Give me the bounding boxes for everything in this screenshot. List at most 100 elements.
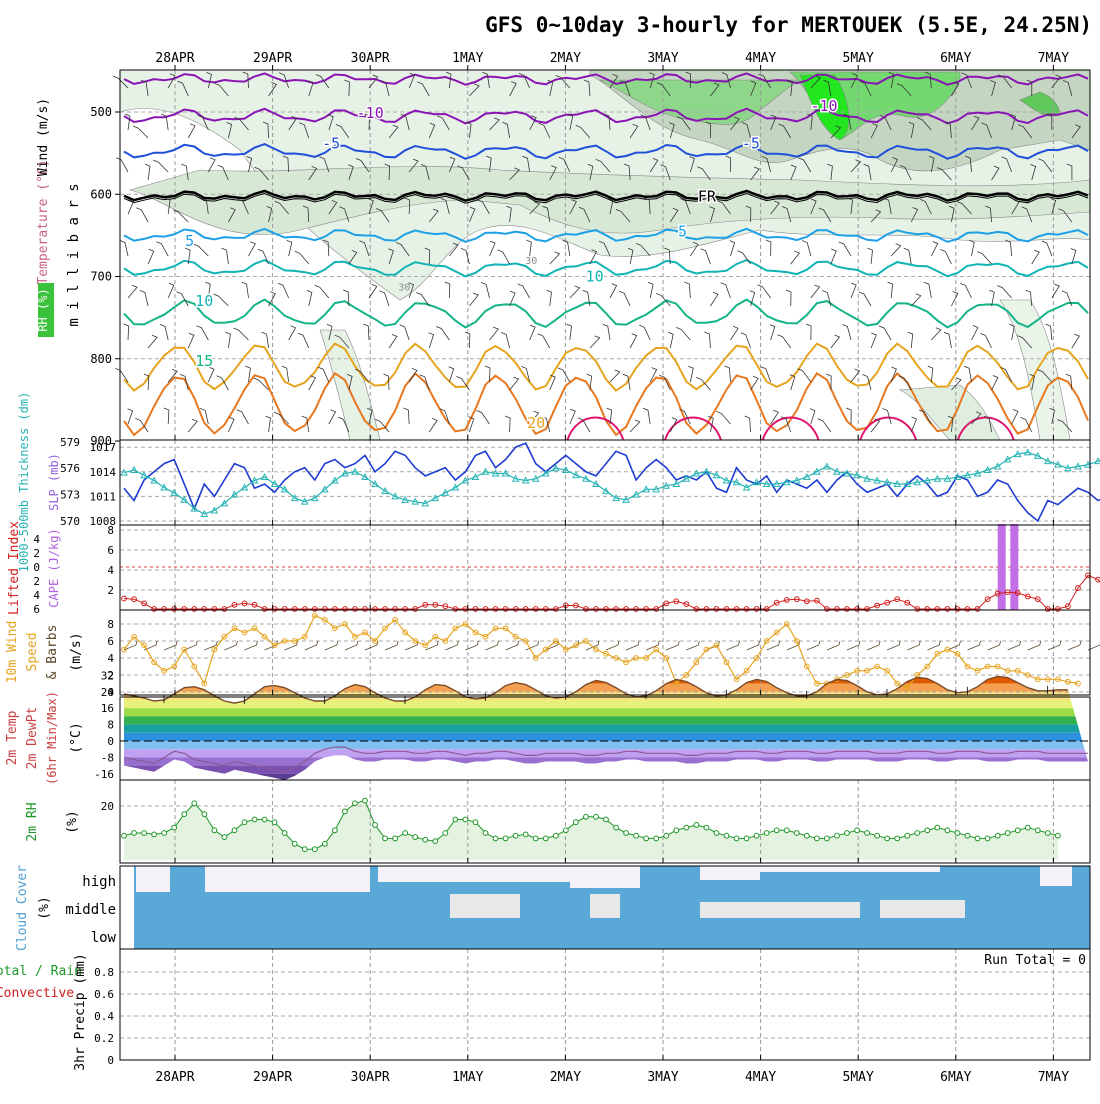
precip-legend-convective: Convective — [0, 986, 74, 1001]
wind-barb — [167, 282, 175, 299]
wind-barb — [179, 374, 189, 391]
wind-barb — [482, 71, 490, 89]
cloud-axis-label-1: Cloud Cover — [15, 865, 30, 951]
rh-line-point — [974, 835, 981, 842]
thickness-line-point — [501, 469, 510, 477]
thickness-line-point — [823, 462, 831, 470]
thickness-line-point — [993, 462, 1002, 470]
wind-speed-line-point — [231, 625, 238, 632]
lifted-index-tick-label: 0 — [33, 561, 40, 574]
wind-speed-line-point — [1024, 672, 1031, 678]
thickness-line-point — [391, 492, 399, 500]
wind-barb — [807, 113, 813, 131]
wind-barb — [477, 199, 490, 215]
wind-speed-line-point — [482, 633, 489, 640]
rh-line-point — [773, 827, 780, 834]
wind-speed-line-point — [904, 684, 911, 691]
lifted-index-line-point — [623, 606, 629, 612]
rh-line-point — [834, 832, 840, 839]
wind-barb — [991, 375, 999, 391]
wind-barb — [234, 116, 249, 131]
cape-tick-label: 8 — [107, 524, 114, 537]
wind-speed-line-point — [542, 646, 549, 653]
rh-line-point — [402, 830, 409, 836]
thickness-line-point — [401, 495, 410, 503]
wind-barb — [1025, 289, 1033, 307]
rh-line-point — [121, 832, 127, 839]
wind-speed-line-point — [683, 672, 690, 678]
wind-barb — [420, 164, 430, 181]
wind-barb — [890, 243, 902, 257]
thickness-line-point — [722, 476, 731, 484]
rh-line-point — [432, 838, 439, 844]
lifted-index-line-point — [733, 606, 740, 612]
pressure-unit-label: m i l l i b a r s — [66, 183, 82, 326]
thickness-line-point — [371, 479, 379, 488]
wind-speed-line-point — [412, 638, 419, 644]
wind-barb — [177, 80, 189, 97]
wind-barb — [1045, 323, 1053, 341]
wind-barb — [780, 416, 792, 433]
lifted-index-line-point — [542, 606, 549, 612]
surface-wind-barb — [605, 640, 620, 651]
thickness-line-point — [652, 485, 661, 493]
rh-line-point — [753, 832, 760, 839]
cloud-layer-label: low — [91, 930, 117, 946]
lifted-index-line-point — [311, 606, 318, 612]
wind-barb — [133, 125, 149, 139]
rh-line-point — [442, 830, 449, 836]
wind-barb — [928, 155, 935, 173]
wind-barb — [237, 198, 249, 215]
wind-barb — [805, 323, 812, 341]
lifted-index-line-point — [703, 606, 710, 612]
wind-barb — [127, 198, 135, 215]
wind-barb — [1010, 114, 1016, 131]
wind-barb — [669, 417, 678, 433]
wind-barb — [927, 365, 934, 383]
thickness-line-point — [1064, 464, 1072, 472]
lifted-index-line-point — [392, 606, 399, 612]
wind-barb — [709, 206, 715, 223]
wind-speed-line-point — [211, 646, 218, 653]
surface-wind-barb — [746, 640, 760, 651]
wind-barb — [226, 122, 233, 139]
cloud-gap — [378, 866, 570, 882]
wind-barb — [1021, 206, 1033, 223]
wind-barb — [486, 155, 492, 173]
precip-panel — [119, 948, 1091, 1061]
temperature-line — [123, 675, 1068, 704]
wind-speed-line-point — [452, 625, 459, 632]
wind-speed-line-point — [713, 642, 720, 649]
wind-barb — [622, 373, 631, 391]
wind-barb — [206, 72, 212, 89]
wind-barb — [388, 124, 399, 139]
wind-barb — [334, 334, 350, 349]
wind-barb — [460, 248, 470, 265]
wind-barb — [444, 281, 451, 299]
wind-barb — [328, 114, 334, 131]
thickness-line-point — [491, 469, 500, 477]
wind-barb — [639, 324, 651, 341]
wind-speed-line-point — [703, 646, 710, 653]
thickness-line-point — [170, 488, 179, 496]
thickness-line-point — [190, 504, 199, 512]
lifted-index-line-point — [221, 606, 228, 612]
rh-line-point — [783, 827, 790, 834]
chart-title: GFS 0~10day 3-hourly for MERTOUEK (5.5E,… — [485, 13, 1092, 37]
wind-barb — [278, 72, 290, 89]
lifted-index-line-point — [412, 606, 419, 612]
wind-barb — [288, 116, 298, 131]
wind-barb — [1058, 208, 1073, 223]
wind-barb — [1026, 79, 1033, 97]
wind-barb — [408, 368, 418, 383]
lifted-index-line-point — [502, 606, 509, 612]
thickness-line-point — [1074, 462, 1082, 470]
rh-line-point — [472, 819, 479, 826]
wind-barb — [489, 117, 500, 131]
surface-wind-barb — [766, 640, 781, 651]
wind-barb — [207, 366, 215, 383]
wind-barb — [504, 415, 511, 433]
slp-tick-label: 1017 — [90, 441, 117, 454]
wind-barb — [923, 281, 932, 299]
surface-wind-barb — [184, 640, 198, 651]
